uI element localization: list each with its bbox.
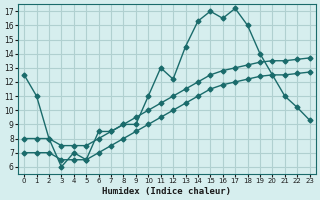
X-axis label: Humidex (Indice chaleur): Humidex (Indice chaleur): [102, 187, 231, 196]
